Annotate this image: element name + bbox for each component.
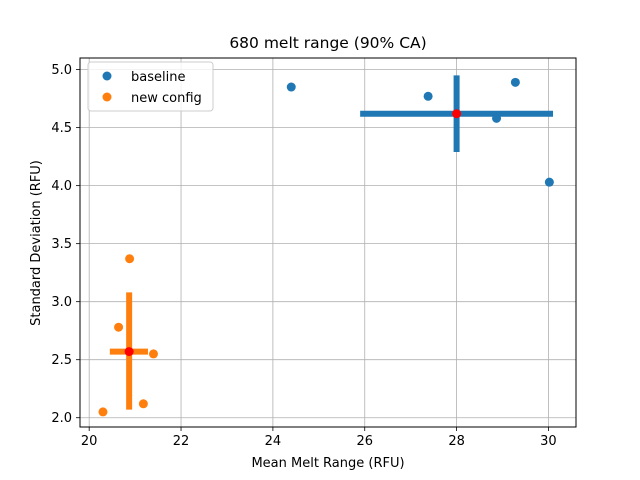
y-tick-label: 2.0 (51, 411, 72, 426)
data-point (423, 91, 433, 101)
x-tick-label: 28 (448, 434, 465, 449)
grid-lines (80, 58, 576, 427)
center-points (124, 109, 462, 357)
x-tick-label: 22 (173, 434, 190, 449)
legend: baseline new config (87, 61, 214, 112)
data-point (286, 82, 296, 92)
y-tick-label: 3.0 (51, 295, 72, 310)
axis-ticks: 20 22 24 26 28 30 2.0 2.5 3.0 3.5 4.0 4.5 5.0 (51, 63, 556, 449)
plot-frame (79, 57, 577, 428)
y-tick-label: 2.5 (51, 353, 72, 368)
data-point (125, 254, 135, 264)
data-point (544, 177, 554, 187)
legend-label-baseline: baseline (131, 70, 185, 85)
data-point (510, 77, 520, 87)
x-tick-label: 24 (265, 434, 282, 449)
chart-title: 680 melt range (90% CA) (229, 34, 426, 52)
legend-box (87, 61, 214, 112)
data-point (98, 407, 108, 417)
data-point (492, 113, 502, 123)
x-tick-label: 26 (356, 434, 373, 449)
x-axis-label: Mean Melt Range (RFU) (251, 456, 404, 471)
data-points (98, 77, 554, 417)
legend-label-new-config: new config (131, 91, 202, 106)
y-tick-label: 4.5 (51, 121, 72, 136)
x-tick-label: 30 (540, 434, 557, 449)
data-point (114, 322, 124, 332)
y-tick-label: 5.0 (51, 63, 72, 78)
y-axis-label: Standard Deviation (RFU) (29, 160, 44, 326)
center-point (452, 109, 462, 119)
legend-marker-baseline (102, 71, 112, 81)
y-tick-label: 4.0 (51, 179, 72, 194)
y-tick-label: 3.5 (51, 237, 72, 252)
center-point (124, 347, 134, 357)
legend-marker-new-config (102, 92, 112, 102)
data-point (138, 399, 148, 409)
x-tick-label: 20 (81, 434, 98, 449)
data-point (148, 349, 158, 359)
